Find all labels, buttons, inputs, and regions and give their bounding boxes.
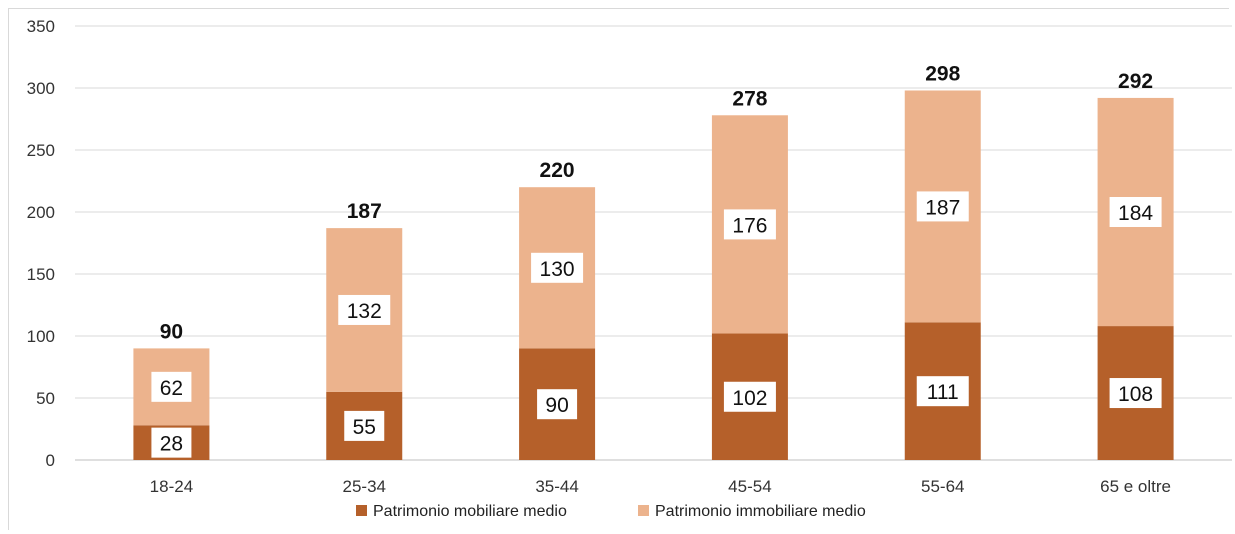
x-tick-label: 35-44 [535,477,578,496]
data-label-box [1109,378,1162,409]
x-tick-label: 65 e oltre [1100,477,1171,496]
chart-frame [8,8,1229,530]
legend-swatch [356,505,367,516]
y-tick-label: 300 [27,79,55,98]
data-label: 102 [732,387,767,410]
data-label-box [338,294,391,325]
data-label: 130 [540,258,575,281]
total-label: 90 [160,320,183,343]
data-label: 62 [160,377,183,400]
data-label: 132 [347,300,382,323]
data-label-box [531,252,584,283]
data-label-box [151,427,192,458]
data-label-box [723,381,776,412]
x-tick-label: 55-64 [921,477,964,496]
y-tick-label: 350 [27,17,55,36]
data-label: 111 [927,381,959,404]
x-tick-label: 45-54 [728,477,771,496]
y-tick-label: 250 [27,141,55,160]
data-label: 108 [1118,383,1153,406]
data-label: 55 [353,416,376,439]
y-tick-label: 0 [46,451,55,470]
data-label: 176 [732,214,767,237]
data-label-box [344,410,385,441]
total-label: 278 [732,87,767,110]
legend-swatch [638,505,649,516]
data-label-box [1109,197,1162,227]
data-label-box [723,209,776,240]
data-label: 90 [545,394,568,417]
y-tick-label: 150 [27,265,55,284]
y-tick-label: 50 [36,389,55,408]
y-tick-label: 200 [27,203,55,222]
x-tick-label: 18-24 [150,477,193,496]
y-tick-label: 100 [27,327,55,346]
data-label: 184 [1118,202,1153,225]
data-label: 28 [160,433,183,456]
total-label: 298 [925,62,960,85]
total-label: 292 [1118,70,1153,93]
data-label-box [916,191,969,222]
total-label: 187 [347,200,382,223]
legend-label: Patrimonio immobiliare medio [655,503,866,520]
total-label: 220 [540,159,575,182]
data-label: 187 [925,196,960,219]
data-label-box [151,371,192,402]
data-label-box [537,389,578,420]
x-tick-label: 25-34 [343,477,386,496]
data-label-box [916,376,969,407]
legend-label: Patrimonio mobiliare medio [373,503,567,520]
